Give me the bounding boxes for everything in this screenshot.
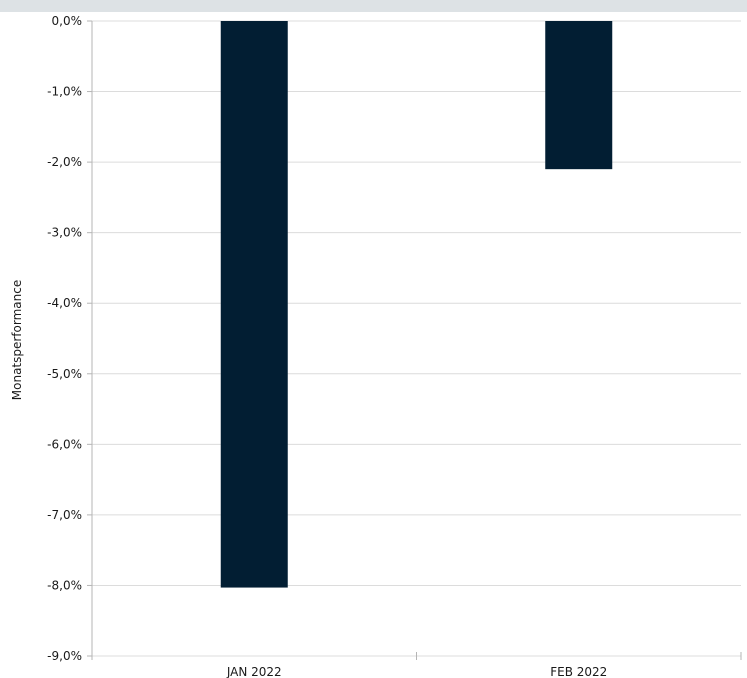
y-tick-label: -6,0%	[47, 437, 82, 451]
bar-jan-2022	[220, 21, 288, 588]
y-tick-labels: 0,0% -1,0% -2,0% -3,0% -4,0% -5,0% -6,0% -7,0% -…	[47, 14, 82, 663]
x-tick-label: FEB 2022	[550, 665, 607, 678]
grid-lines	[92, 20, 741, 657]
bar-feb-2022	[545, 21, 613, 170]
y-tick-label: -3,0%	[47, 226, 82, 240]
y-tick-label: -8,0%	[47, 578, 82, 592]
x-tick-label: JAN 2022	[226, 665, 282, 678]
y-tick-label: -4,0%	[47, 296, 82, 310]
y-tick-label: -5,0%	[47, 367, 82, 381]
bars	[220, 21, 613, 588]
x-tick-labels: JAN 2022 FEB 2022	[226, 665, 607, 678]
axes	[87, 20, 742, 660]
top-band	[0, 0, 747, 12]
y-tick-label: 0,0%	[52, 14, 83, 28]
y-tick-label: -7,0%	[47, 508, 82, 522]
y-axis-label: Monatsperformance	[10, 280, 24, 400]
y-tick-label: -1,0%	[47, 85, 82, 99]
y-tick-label: -9,0%	[47, 649, 82, 663]
y-tick-label: -2,0%	[47, 155, 82, 169]
